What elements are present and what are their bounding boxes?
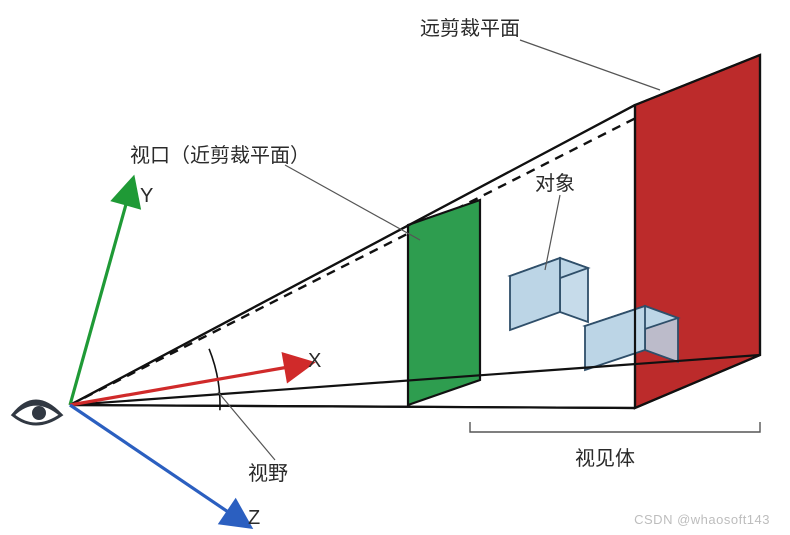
frustum-label: 视见体 (575, 447, 635, 470)
axis-z-label: Z (248, 507, 260, 529)
frustum-diagram: 远剪裁平面视口（近剪裁平面） 对象视野 视见体 X Y Z (0, 0, 790, 535)
near-clip-plane (408, 200, 480, 405)
axis-x-label: X (308, 350, 321, 372)
axis-y (70, 190, 130, 405)
axis-x (70, 365, 300, 405)
far-plane-label: 远剪裁平面 (420, 17, 520, 40)
near-plane-label: 视口（近剪裁平面） (130, 144, 310, 167)
watermark: CSDN @whaosoft143 (634, 512, 770, 527)
objects-label: 对象 (535, 172, 575, 195)
brackets (470, 422, 760, 432)
axis-z (70, 405, 240, 520)
eye-icon (13, 401, 61, 424)
axis-y-label: Y (140, 185, 153, 207)
far-clip-plane (635, 55, 760, 408)
fov-label: 视野 (248, 462, 288, 485)
